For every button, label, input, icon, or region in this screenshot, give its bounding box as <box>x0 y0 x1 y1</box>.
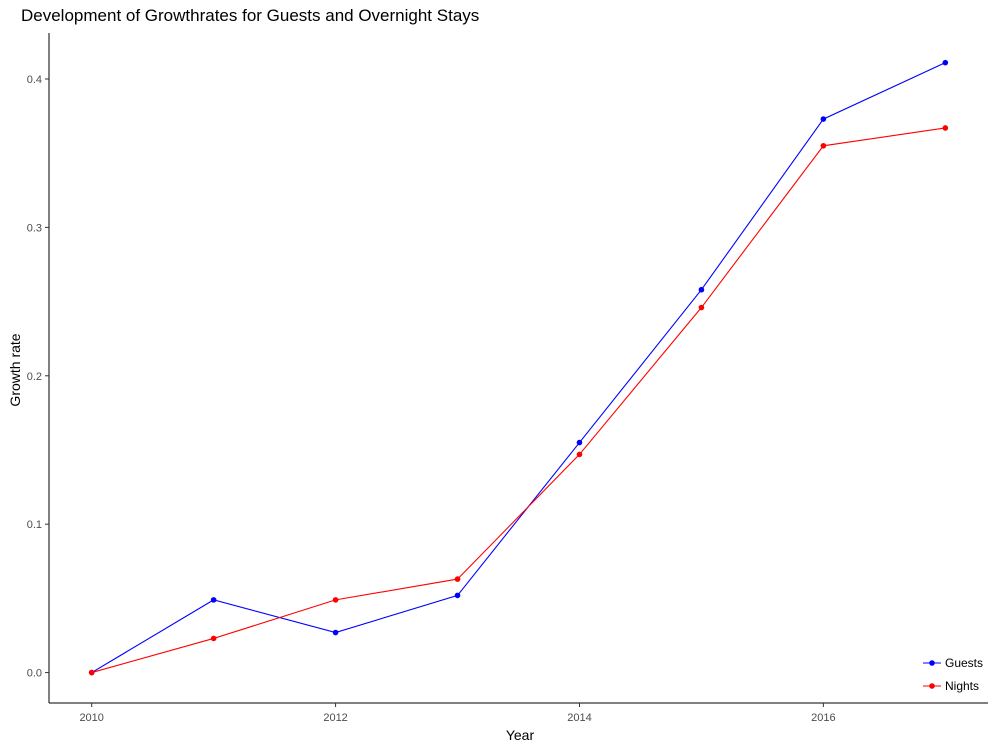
series-layer <box>88 59 949 676</box>
data-point-guests <box>820 116 827 122</box>
data-point-guests <box>942 59 949 66</box>
legend-item-nights: Nights <box>923 679 979 693</box>
legend-label: Guests <box>945 656 983 670</box>
data-point-nights <box>698 304 705 311</box>
data-point-nights <box>576 451 583 458</box>
axes: 0.0 0.1 0.2 0.3 0.4 2010 2012 2014 2016 <box>27 33 988 724</box>
y-tick-label: 0.1 <box>27 519 42 531</box>
series-nights <box>88 125 949 676</box>
legend-key-point <box>929 683 935 689</box>
x-tick-label: 2012 <box>323 712 347 724</box>
legend-label: Nights <box>945 679 979 693</box>
data-point-nights <box>454 576 461 582</box>
data-point-guests <box>332 629 339 636</box>
data-point-nights <box>88 669 95 676</box>
legend-key-point <box>929 660 935 666</box>
y-tick-label: 0.3 <box>27 222 42 234</box>
data-point-nights <box>820 142 827 149</box>
series-guests <box>88 59 949 676</box>
data-point-nights <box>210 635 217 642</box>
data-point-guests <box>576 439 583 446</box>
legend-item-guests: Guests <box>923 656 983 670</box>
data-point-guests <box>210 597 217 603</box>
y-axis-title: Growth rate <box>7 333 23 406</box>
chart-title: Development of Growthrates for Guests an… <box>21 6 480 25</box>
x-tick-label: 2014 <box>567 712 591 724</box>
y-tick-label: 0.0 <box>27 668 42 680</box>
x-tick-label: 2016 <box>811 712 835 724</box>
data-point-nights <box>942 125 949 131</box>
data-point-guests <box>698 286 705 293</box>
x-tick-label: 2010 <box>79 712 103 724</box>
y-tick-label: 0.4 <box>27 74 42 86</box>
data-point-nights <box>332 597 339 603</box>
data-point-guests <box>454 592 461 599</box>
y-tick-label: 0.2 <box>27 371 42 383</box>
series-line-guests <box>91 62 946 674</box>
x-axis-title: Year <box>506 727 535 743</box>
legend: Guests Nights <box>923 656 983 693</box>
series-line-nights <box>91 127 946 674</box>
